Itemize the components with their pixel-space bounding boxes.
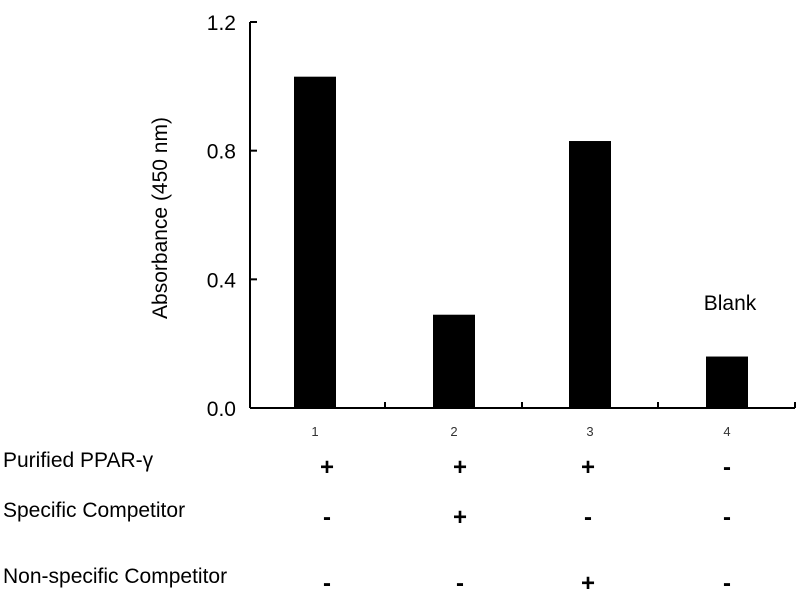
- y-tick-label: 0.8: [207, 141, 236, 164]
- x-tick-label: 2: [450, 424, 457, 439]
- condition-sign: -: [323, 570, 331, 597]
- annotation-label: Blank: [704, 292, 757, 315]
- x-tick-label: 4: [723, 424, 730, 439]
- condition-label: Specific Competitor: [3, 499, 185, 522]
- condition-sign: -: [456, 570, 464, 597]
- condition-sign: +: [581, 454, 595, 481]
- condition-label: Non-specific Competitor: [3, 565, 227, 588]
- x-tick-label: 1: [311, 424, 318, 439]
- bar-2: [433, 314, 475, 408]
- y-tick-label: 1.2: [207, 12, 236, 35]
- x-tick-label: 3: [586, 424, 593, 439]
- y-axis-title: Absorbance (450 nm): [149, 117, 172, 319]
- condition-sign: -: [723, 454, 731, 481]
- bar-3: [569, 141, 611, 408]
- condition-table: Purified PPAR-γ + + + - Specific Competitor - +…: [3, 449, 731, 597]
- bars-layer: [294, 76, 748, 408]
- condition-sign: -: [584, 504, 592, 531]
- condition-sign: +: [581, 570, 595, 597]
- condition-sign: +: [453, 504, 467, 531]
- condition-sign: -: [323, 504, 331, 531]
- bar-1: [294, 76, 336, 408]
- condition-sign: -: [723, 570, 731, 597]
- annotation-layer: Blank: [704, 292, 757, 315]
- condition-sign: -: [723, 504, 731, 531]
- y-tick-label: 0.4: [207, 269, 237, 292]
- y-tick-label: 0.0: [207, 398, 236, 421]
- condition-sign: +: [320, 454, 334, 481]
- condition-sign: +: [453, 454, 467, 481]
- ticks-layer: 0.0 0.4 0.8 1.2 1 2 3 4: [207, 12, 796, 439]
- condition-label: Purified PPAR-γ: [3, 449, 154, 472]
- bar-4: [706, 356, 748, 408]
